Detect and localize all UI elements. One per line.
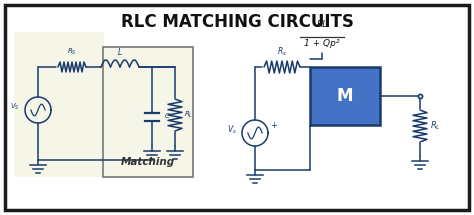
Text: $V_s$: $V_s$ [227,124,237,136]
Text: $L$: $L$ [117,46,123,57]
Text: 1 + Qp²: 1 + Qp² [304,39,340,48]
Bar [103,47,193,177]
Text: RLC MATCHING CIRCUITS: RLC MATCHING CIRCUITS [120,13,354,31]
Text: $R_S$: $R_S$ [67,47,77,57]
Text: $R_s$: $R_s$ [277,46,287,58]
Text: RL: RL [316,20,328,29]
Text: $C$: $C$ [164,111,171,120]
Text: $V_S$: $V_S$ [10,102,20,112]
Bar [14,32,104,177]
Text: $R_L$: $R_L$ [430,120,441,132]
Text: M: M [337,87,353,105]
Text: $R_L$: $R_L$ [184,110,193,120]
Bar [310,67,380,125]
Text: +: + [270,120,277,129]
Text: Matching: Matching [121,157,175,167]
